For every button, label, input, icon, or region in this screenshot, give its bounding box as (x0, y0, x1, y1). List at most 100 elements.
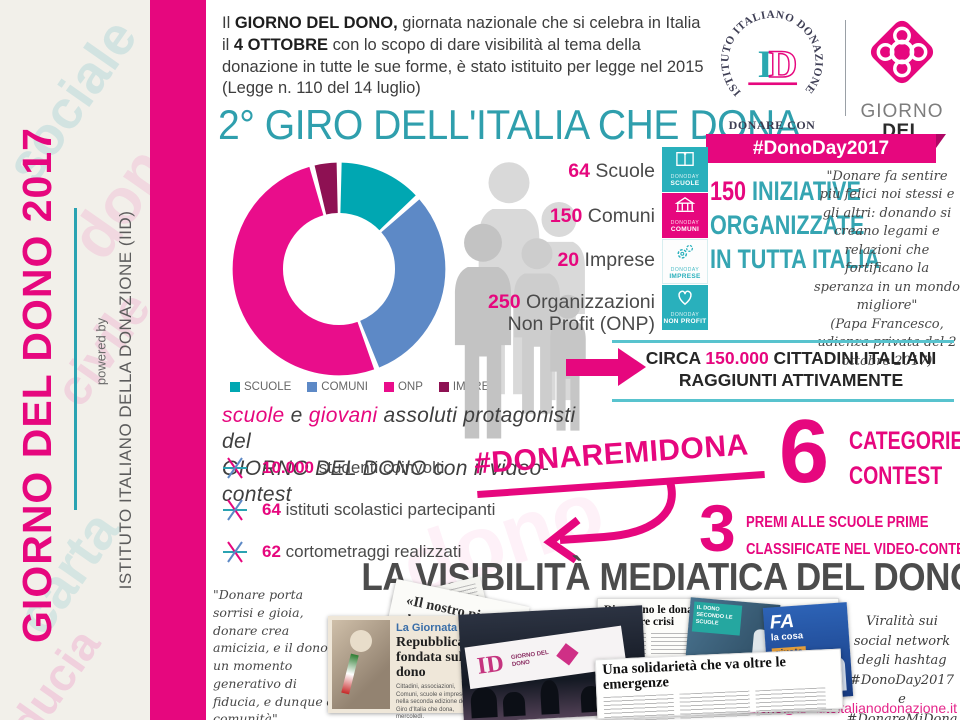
contest-bullet: 64 istituti scolastici partecipanti (222, 497, 495, 523)
press-clipping-la-giornata: La Giornata Repubblica fondata sul dono … (328, 616, 477, 720)
asterisk-icon (223, 457, 247, 479)
clipping-body: Cittadini, associazioni, Comuni, scuole … (396, 684, 467, 720)
stat-label: Organizzazioni (520, 291, 655, 313)
bullet-value: 64 (262, 500, 281, 519)
legend-swatch (307, 382, 318, 392)
contest-bullet: 62 cortometraggi realizzati (222, 539, 461, 565)
prizes-label: PREMI ALLE SCUOLE PRIME CLASSIFICATE NEL… (746, 509, 960, 563)
gears-icon (677, 244, 694, 259)
iid-monogram-d: D (769, 42, 798, 86)
divider-line (612, 340, 954, 343)
reach-text: CITTADINI ITALIANI (768, 348, 937, 368)
badge-non-profit: DONODAY NON PROFIT (662, 285, 708, 330)
intro-paragraph: Il GIORNO DEL DONO, giornata nazionale c… (222, 13, 708, 100)
intro-bold-giorno-del-dono: GIORNO DEL DONO, (234, 14, 398, 32)
quote-text: "Donare fa sentire più felici noi stessi… (814, 169, 960, 314)
legend-item-comuni: COMUNI (307, 381, 368, 393)
stage-diamond-icon (555, 643, 579, 666)
clipping-headline: Repubblica fondata sul dono (396, 635, 465, 680)
badge-label: COMUNI (670, 226, 700, 233)
legend-swatch (438, 382, 449, 392)
legend-swatch (383, 382, 394, 392)
iid-logo: ISTITUTO ITALIANO DONAZIONE I D (719, 9, 824, 98)
quote-text: "Donare porta sorrisi e gioia, donare cr… (213, 587, 340, 720)
prizes-number: 3 (699, 491, 736, 565)
event-title-vertical: GIORNO DEL DONO 2017 (14, 127, 60, 643)
badge-label: IMPRESE (669, 273, 701, 280)
stat-label: Imprese (579, 249, 655, 271)
asterisk-icon (223, 499, 247, 521)
logo-block: ISTITUTO ITALIANO DONAZIONE I D DONARE C… (706, 6, 954, 164)
right-arrow-icon (566, 359, 618, 376)
asterisk-icon (223, 541, 247, 563)
badge-brand: DONODAY (670, 174, 700, 180)
right-arrow-icon (618, 348, 646, 386)
book-icon (676, 151, 694, 166)
stage-id-logo: ID (475, 649, 506, 680)
social-virality-note: Viralità sui social network degli hashta… (846, 614, 958, 720)
bullet-text: 62 cortometraggi realizzati (262, 542, 461, 562)
stat-imprese: 20 Imprese (450, 249, 655, 272)
contest-intro-text: assoluti protagonisti del (222, 404, 576, 454)
contest-intro-text: e (284, 404, 309, 427)
legend-label: COMUNI (321, 381, 368, 393)
participants-donut-chart (232, 162, 446, 376)
bullet-label: cortometraggi realizzati (280, 542, 462, 561)
iid-monogram-i: I (758, 42, 773, 86)
powered-by-label: powered by (93, 317, 109, 386)
bullet-value: 62 (262, 542, 281, 561)
donoday-badges: DONODAY SCUOLE DONODAY COMUNI DONODAY IM… (662, 147, 708, 331)
page-title: 2° GIRO DELL'ITALIA CHE DONA (218, 101, 801, 148)
legend-item-scuole: SCUOLE (230, 381, 291, 393)
clipping-photo (332, 620, 390, 709)
badge-brand: DONODAY (670, 220, 700, 226)
highlight-giovani: giovani (308, 404, 378, 427)
reach-text: RAGGIUNTI ATTIVAMENTE (678, 370, 904, 391)
legend-swatch (230, 382, 240, 392)
bullet-text: 64 istituti scolastici partecipanti (262, 500, 495, 520)
stat-value: 250 (488, 291, 521, 313)
audience-silhouette (470, 687, 498, 719)
stage-banner-text: GIORNO DEL DONO (510, 650, 550, 669)
intro-text: giornata nazionale che si celebra in Ita… (222, 14, 701, 54)
clipping-kicker: La Giornata (396, 622, 458, 634)
chart-legend: SCUOLE COMUNI ONP IMPRESE (230, 381, 505, 393)
prizes-line: CLASSIFICATE NEL VIDEO-CONTEST (746, 541, 960, 558)
donoday-banner: #DonoDay2017 (706, 134, 936, 163)
mattarella-quote: "Donare porta sorrisi e gioia, donare cr… (213, 586, 343, 720)
intro-bold-date: 4 OTTOBRE (233, 35, 329, 54)
stat-value: 20 (557, 249, 580, 271)
divider-line (612, 399, 954, 402)
audience-silhouette (502, 691, 526, 717)
clipping-headline: Una solidarietà che va oltre le emergenz… (601, 654, 787, 694)
contest-intro: scuole e giovani assoluti protagonisti d… (222, 403, 582, 508)
categories-line: CONTEST (849, 462, 943, 490)
gdd-name-top: GIORNO (860, 101, 944, 122)
contest-intro-text: GIORNO DEL DONO con il video-contest (222, 456, 549, 506)
heart-icon (678, 290, 692, 306)
badge-imprese: DONODAY IMPRESE (662, 239, 708, 284)
badge-label: SCUOLE (670, 180, 700, 187)
badge-comuni: DONODAY COMUNI (662, 193, 708, 238)
categories-number: 6 (779, 402, 830, 502)
giorno-del-dono-logo-icon (870, 20, 934, 84)
sidebar-accent-bar (150, 0, 206, 720)
initiatives-text: INIZIATIVE (746, 176, 861, 206)
badge-brand: DONODAY (670, 312, 700, 318)
legend-label: SCUOLE (244, 381, 292, 393)
town-hall-icon (674, 196, 696, 212)
press-clipping-solidarieta: Una solidarietà che va oltre le emergenz… (594, 648, 844, 720)
logo-divider (845, 20, 846, 116)
bullet-value: 10.000 (262, 458, 314, 477)
tv-caption: IL DONO SECONDO LE SCUOLE (691, 601, 743, 636)
initiatives-number: 150 (710, 176, 747, 206)
prizes-line: PREMI ALLE SCUOLE PRIME (746, 514, 929, 531)
stat-label: Comuni (582, 205, 655, 227)
stat-label: Non Profit (ONP) (507, 313, 655, 336)
audience-silhouette (539, 679, 560, 715)
stat-onp: 250 Organizzazioni Non Profit (ONP) (450, 291, 655, 336)
stat-value: 150 (549, 205, 583, 227)
curved-arrow-icon (543, 480, 676, 564)
bullet-label: istituti scolastici partecipanti (280, 500, 496, 519)
